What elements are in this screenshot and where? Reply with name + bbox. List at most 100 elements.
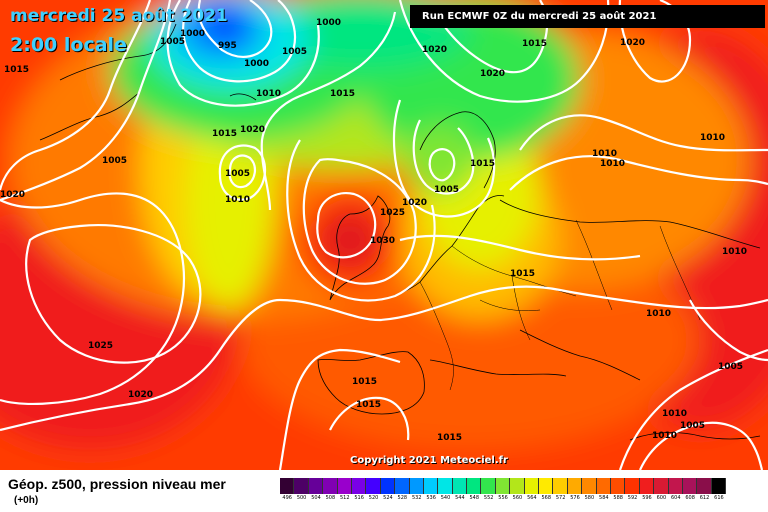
scale-tick-label: 584: [599, 495, 609, 501]
pressure-labels: 1005 1000 995 1000 1005 1015 1000 1010 1…: [0, 18, 747, 443]
scale-cell: 572: [553, 478, 568, 504]
label-1005-e: 1005: [434, 185, 459, 195]
scale-cell: 548: [467, 478, 482, 504]
scale-swatch: [654, 478, 669, 494]
scale-cell: 616: [711, 478, 727, 504]
scale-cell: 588: [610, 478, 626, 504]
scale-tick-label: 564: [527, 495, 537, 501]
label-1020-g: 1020: [128, 390, 153, 400]
scale-tick-label: 612: [699, 495, 710, 501]
label-1015-c: 1015: [212, 129, 237, 139]
scale-cell: 576: [567, 478, 583, 504]
label-1020-a: 1020: [240, 125, 265, 135]
scale-tick-label: 504: [311, 495, 321, 501]
scale-tick-label: 592: [627, 495, 638, 501]
time-title: 2:00 locale: [10, 34, 127, 56]
scale-cell: 524: [380, 478, 396, 504]
scale-cell: 520: [366, 478, 381, 504]
scale-cell: 500: [294, 478, 309, 504]
scale-swatch: [668, 478, 683, 494]
color-scale: 496 500 504 508 512 516 520 524 528 532 536 540 544 5…: [280, 478, 727, 504]
scale-cell: 584: [596, 478, 611, 504]
scale-cell: 608: [682, 478, 698, 504]
scale-swatch: [682, 478, 698, 494]
label-1025-a: 1025: [380, 208, 405, 218]
scale-swatch: [452, 478, 468, 494]
scale-tick-label: 580: [584, 495, 595, 501]
scale-swatch: [539, 478, 554, 494]
label-1000-c: 1000: [244, 59, 269, 69]
label-1010-f: 1010: [722, 247, 747, 257]
label-1005-b: 1005: [282, 47, 307, 57]
scale-cell: 540: [438, 478, 453, 504]
scale-swatch: [395, 478, 410, 494]
scale-swatch: [711, 478, 727, 494]
scale-swatch: [596, 478, 611, 494]
label-1010-e: 1010: [600, 159, 625, 169]
scale-cell: 552: [481, 478, 496, 504]
scale-swatch: [438, 478, 453, 494]
scale-tick-label: 544: [455, 495, 465, 501]
scale-swatch: [553, 478, 568, 494]
scale-tick-label: 536: [426, 495, 436, 501]
scale-swatch: [510, 478, 525, 494]
label-1015-d: 1015: [522, 39, 547, 49]
label-1020-e: 1020: [620, 38, 645, 48]
scale-swatch: [495, 478, 511, 494]
label-1020-c: 1020: [422, 45, 447, 55]
label-995: 995: [218, 41, 237, 51]
legend-subtitle: (+0h): [14, 495, 39, 506]
run-info-banner: Run ECMWF 0Z du mercredi 25 août 2021: [410, 5, 765, 28]
scale-tick-label: 548: [469, 495, 480, 501]
scale-tick-label: 540: [440, 495, 451, 501]
label-1010-g: 1010: [646, 309, 671, 319]
scale-cell: 536: [423, 478, 439, 504]
scale-swatch: [380, 478, 396, 494]
coastlines: [39, 23, 761, 441]
label-1005-f: 1005: [718, 362, 743, 372]
label-1020-b: 1020: [0, 190, 25, 200]
scale-swatch: [294, 478, 309, 494]
scale-swatch: [582, 478, 597, 494]
scale-swatch: [610, 478, 626, 494]
copyright-text: Copyright 2021 Meteociel.fr: [350, 455, 508, 466]
scale-tick-label: 604: [670, 495, 681, 501]
legend-title: Géop. z500, pression niveau mer: [8, 476, 226, 492]
scale-tick-label: 516: [354, 495, 364, 501]
scale-cell: 612: [697, 478, 712, 504]
weather-map: 1005 1000 995 1000 1005 1015 1000 1010 1…: [0, 0, 768, 470]
scale-tick-label: 616: [714, 495, 724, 501]
scale-cell: 512: [337, 478, 352, 504]
scale-cell: 508: [323, 478, 338, 504]
scale-cell: 580: [582, 478, 597, 504]
label-1015-h: 1015: [356, 400, 381, 410]
scale-tick-label: 572: [555, 495, 566, 501]
scale-tick-label: 520: [368, 495, 379, 501]
label-1010-b: 1010: [225, 195, 250, 205]
map-canvas: 1005 1000 995 1000 1005 1015 1000 1010 1…: [0, 0, 768, 470]
scale-swatch: [639, 478, 655, 494]
scale-swatch: [409, 478, 424, 494]
scale-cell: 496: [280, 478, 295, 504]
label-1030: 1030: [370, 236, 395, 246]
scale-tick-label: 576: [570, 495, 580, 501]
scale-swatch: [697, 478, 712, 494]
label-1015-e: 1015: [470, 159, 495, 169]
scale-swatch: [481, 478, 496, 494]
scale-cell: 516: [351, 478, 367, 504]
scale-tick-label: 524: [383, 495, 393, 501]
scale-swatch: [524, 478, 540, 494]
scale-tick-label: 552: [483, 495, 494, 501]
label-1015-a: 1015: [4, 65, 29, 75]
scale-swatch: [323, 478, 338, 494]
scale-tick-label: 528: [397, 495, 408, 501]
scale-cell: 564: [524, 478, 540, 504]
scale-cell: 592: [625, 478, 640, 504]
scale-tick-label: 560: [512, 495, 523, 501]
scale-tick-label: 496: [282, 495, 292, 501]
scale-tick-label: 556: [498, 495, 508, 501]
scale-swatch: [337, 478, 352, 494]
scale-tick-label: 508: [325, 495, 336, 501]
label-1010-h: 1010: [662, 409, 687, 419]
scale-swatch: [467, 478, 482, 494]
